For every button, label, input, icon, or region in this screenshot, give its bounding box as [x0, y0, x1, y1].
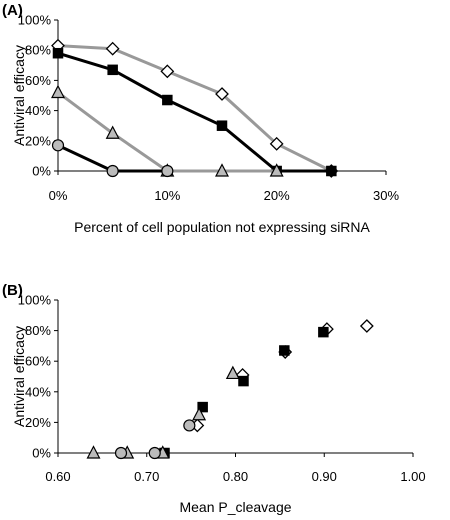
y-tick-label: 20%: [25, 415, 51, 430]
square-marker: [238, 375, 249, 387]
square-marker: [216, 120, 228, 131]
x-tick-label: 0.80: [223, 469, 248, 484]
y-tick-label: 60%: [25, 73, 51, 88]
triangle-marker: [215, 163, 229, 177]
x-tick-label: 20%: [264, 188, 290, 203]
y-tick-label: 100%: [18, 13, 52, 28]
triangle-marker: [51, 84, 65, 99]
triangle-marker: [192, 406, 207, 421]
x-tick-label: 0%: [49, 188, 68, 203]
diamond-marker: [105, 41, 120, 56]
y-tick-label: 0%: [32, 164, 51, 179]
y-axis-label: Antiviral efficacy: [11, 326, 27, 427]
series-square: [52, 47, 337, 177]
x-tick-label: 10%: [154, 188, 180, 203]
series-square: [159, 326, 329, 459]
square-marker: [279, 345, 290, 356]
diamond-marker: [359, 319, 374, 333]
series-circle: [51, 139, 174, 178]
diamond-marker: [269, 136, 284, 151]
triangle-marker: [225, 365, 240, 380]
y-tick-label: 60%: [25, 354, 51, 369]
x-tick-label: 1.00: [400, 469, 425, 484]
chart-panel: (A) 0% 20% 40% 60% 80% 100% 0% 10% 20% 30% Antivira…: [2, 2, 399, 235]
y-tick-label: 80%: [25, 43, 51, 58]
series-triangle: [86, 365, 240, 459]
series-line: [57, 44, 333, 173]
x-tick-label: 0.70: [134, 469, 159, 484]
x-tick-label: 30%: [373, 188, 399, 203]
x-tick-label: 0.60: [45, 469, 70, 484]
triangle-marker: [105, 125, 120, 139]
x-tick-label: 0.90: [312, 469, 337, 484]
diamond-marker: [215, 87, 229, 101]
square-marker: [52, 47, 64, 59]
series-line: [57, 51, 332, 173]
circle-marker: [183, 419, 196, 432]
square-marker: [107, 64, 118, 76]
chart-panel: (B) 0% 20% 40% 60% 80% 100% 0.60 0.70 0.80 0.90 1.0…: [2, 282, 426, 515]
y-tick-label: 20%: [25, 133, 51, 148]
panel-label: (A): [2, 2, 23, 19]
triangle-marker: [86, 445, 101, 459]
y-tick-label: 40%: [25, 103, 51, 118]
series-circle: [114, 419, 196, 460]
panel-label: (B): [2, 282, 23, 299]
square-marker: [162, 94, 173, 106]
square-marker: [197, 401, 208, 413]
circle-marker: [51, 139, 65, 152]
x-axis-label: Percent of cell population not expressin…: [74, 219, 370, 235]
triangle-marker: [269, 163, 284, 177]
series-diamond: [190, 319, 374, 433]
circle-marker: [106, 164, 119, 178]
square-marker: [326, 165, 337, 177]
x-axis-label: Mean P_cleavage: [179, 499, 291, 515]
y-tick-label: 0%: [32, 446, 51, 461]
circle-marker: [148, 446, 161, 460]
y-axis-label: Antiviral efficacy: [11, 45, 27, 146]
square-marker: [318, 326, 329, 338]
circle-marker: [114, 446, 128, 460]
circle-marker: [161, 164, 174, 178]
diamond-marker: [160, 64, 175, 79]
y-tick-label: 80%: [25, 323, 51, 338]
y-tick-label: 40%: [25, 384, 51, 399]
series-diamond: [51, 38, 339, 178]
y-tick-label: 100%: [18, 293, 52, 308]
